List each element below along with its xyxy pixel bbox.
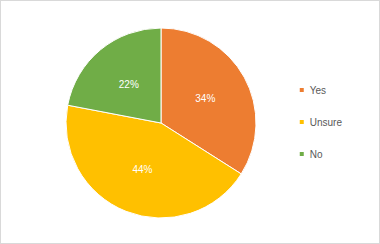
svg-text:22%: 22%: [119, 79, 139, 90]
svg-text:44%: 44%: [132, 164, 152, 175]
svg-text:Unsure: Unsure: [310, 117, 343, 128]
svg-text:No: No: [310, 149, 323, 160]
svg-text:34%: 34%: [195, 93, 215, 104]
svg-text:Yes: Yes: [310, 85, 326, 96]
